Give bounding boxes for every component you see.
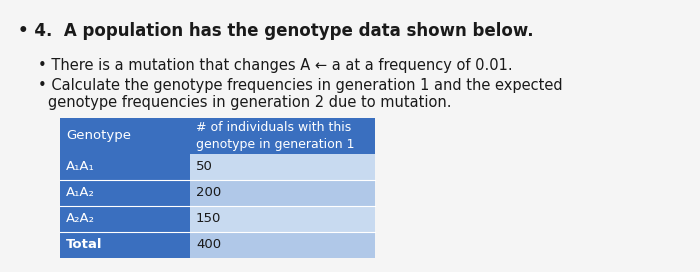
Text: • There is a mutation that changes A ← a at a frequency of 0.01.: • There is a mutation that changes A ← a… — [38, 58, 512, 73]
Bar — [190, 180, 375, 206]
Bar — [60, 232, 190, 258]
Text: # of individuals with this
genotype in generation 1: # of individuals with this genotype in g… — [196, 121, 354, 151]
Bar — [60, 118, 190, 154]
Bar — [190, 154, 375, 180]
Text: 150: 150 — [196, 212, 221, 225]
Text: genotype frequencies in generation 2 due to mutation.: genotype frequencies in generation 2 due… — [48, 95, 452, 110]
Text: A₁A₁: A₁A₁ — [66, 160, 94, 174]
Text: Genotype: Genotype — [66, 129, 131, 143]
Text: A₂A₂: A₂A₂ — [66, 212, 95, 225]
Text: 400: 400 — [196, 239, 221, 252]
Text: • 4.  A population has the genotype data shown below.: • 4. A population has the genotype data … — [18, 22, 533, 40]
Text: Total: Total — [66, 239, 102, 252]
Bar — [190, 206, 375, 232]
Text: 200: 200 — [196, 187, 221, 199]
Bar — [60, 154, 190, 180]
Bar — [190, 232, 375, 258]
Text: A₁A₂: A₁A₂ — [66, 187, 95, 199]
Bar — [60, 206, 190, 232]
Text: • Calculate the genotype frequencies in generation 1 and the expected: • Calculate the genotype frequencies in … — [38, 78, 563, 93]
Bar — [190, 118, 375, 154]
Text: 50: 50 — [196, 160, 213, 174]
Bar — [60, 180, 190, 206]
